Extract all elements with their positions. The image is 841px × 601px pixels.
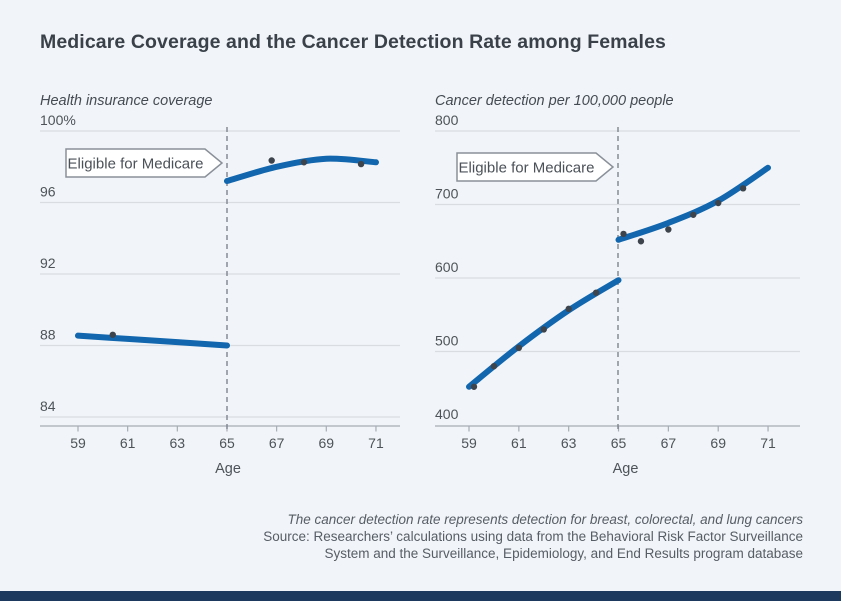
scatter-dot (690, 211, 697, 218)
scatter-dot (515, 344, 523, 352)
scatter-dot (592, 289, 600, 296)
right-panel-axis-title: Cancer detection per 100,000 people (435, 93, 674, 109)
scatter-dot (300, 159, 308, 166)
eligible-callout-box (65, 148, 224, 178)
footer-source-line1: Source: Researchers’ calculations using … (263, 529, 803, 545)
figure-footer: The cancer detection rate represents det… (223, 511, 803, 563)
fit-before-65-curve (75, 332, 230, 349)
eligible-callout-label: Eligible for Medicare (459, 160, 595, 177)
x-tick-label: 65 (219, 435, 235, 451)
y-tick-label: 84 (40, 398, 56, 414)
x-tick-label: 61 (120, 435, 136, 451)
x-tick-label: 59 (461, 435, 477, 451)
scatter-dot (715, 199, 722, 207)
chart-panel-coverage: 100% 96 92 88 84 59 61 63 65 67 69 71 Age Eligible fo… (40, 112, 400, 477)
scatter-dot (665, 226, 672, 233)
fit-before-65-curve (466, 277, 622, 390)
x-tick-label: 71 (760, 435, 776, 451)
eligible-callout-box (456, 152, 615, 182)
scatter-dot (357, 160, 365, 168)
y-tick-label: 400 (435, 406, 459, 422)
x-axis-title: Age (215, 461, 241, 477)
bottom-brand-bar (0, 591, 841, 601)
left-panel-axis-title: Health insurance coverage (40, 93, 213, 109)
page-title: Medicare Coverage and the Cancer Detecti… (40, 31, 666, 53)
scatter-dot (565, 305, 572, 313)
x-tick-label: 61 (511, 435, 527, 451)
x-tick-label: 69 (319, 435, 335, 451)
x-tick-label: 71 (368, 435, 384, 451)
scatter-dot (470, 383, 478, 390)
scatter-dot (739, 185, 747, 192)
footer-source-line2: System and the Surveillance, Epidemiolog… (324, 546, 803, 562)
x-tick-label: 63 (561, 435, 577, 451)
y-tick-label: 500 (435, 333, 459, 349)
x-tick-label: 67 (661, 435, 677, 451)
eligible-callout-label: Eligible for Medicare (68, 156, 204, 173)
scatter-dot (620, 230, 627, 238)
y-tick-label: 92 (40, 255, 56, 271)
fit-after-65-curve (615, 164, 771, 243)
scatter-dot (268, 157, 275, 164)
x-tick-label: 63 (170, 435, 186, 451)
y-tick-label: 88 (40, 327, 56, 343)
x-tick-label: 67 (269, 435, 285, 451)
scatter-dot (490, 363, 498, 370)
y-tick-label: 600 (435, 259, 459, 275)
y-tick-label: 800 (435, 112, 459, 128)
x-tick-label: 59 (70, 435, 86, 451)
y-tick-label: 96 (40, 184, 56, 200)
footer-note: The cancer detection rate represents det… (287, 512, 803, 527)
scatter-dot (540, 326, 547, 333)
x-tick-label: 65 (611, 435, 627, 451)
y-tick-label: 100% (40, 112, 76, 128)
scatter-dot (637, 238, 645, 245)
scatter-dot (109, 331, 116, 338)
x-tick-label: 69 (710, 435, 726, 451)
y-tick-label: 700 (435, 186, 459, 202)
x-axis-title: Age (613, 461, 639, 477)
